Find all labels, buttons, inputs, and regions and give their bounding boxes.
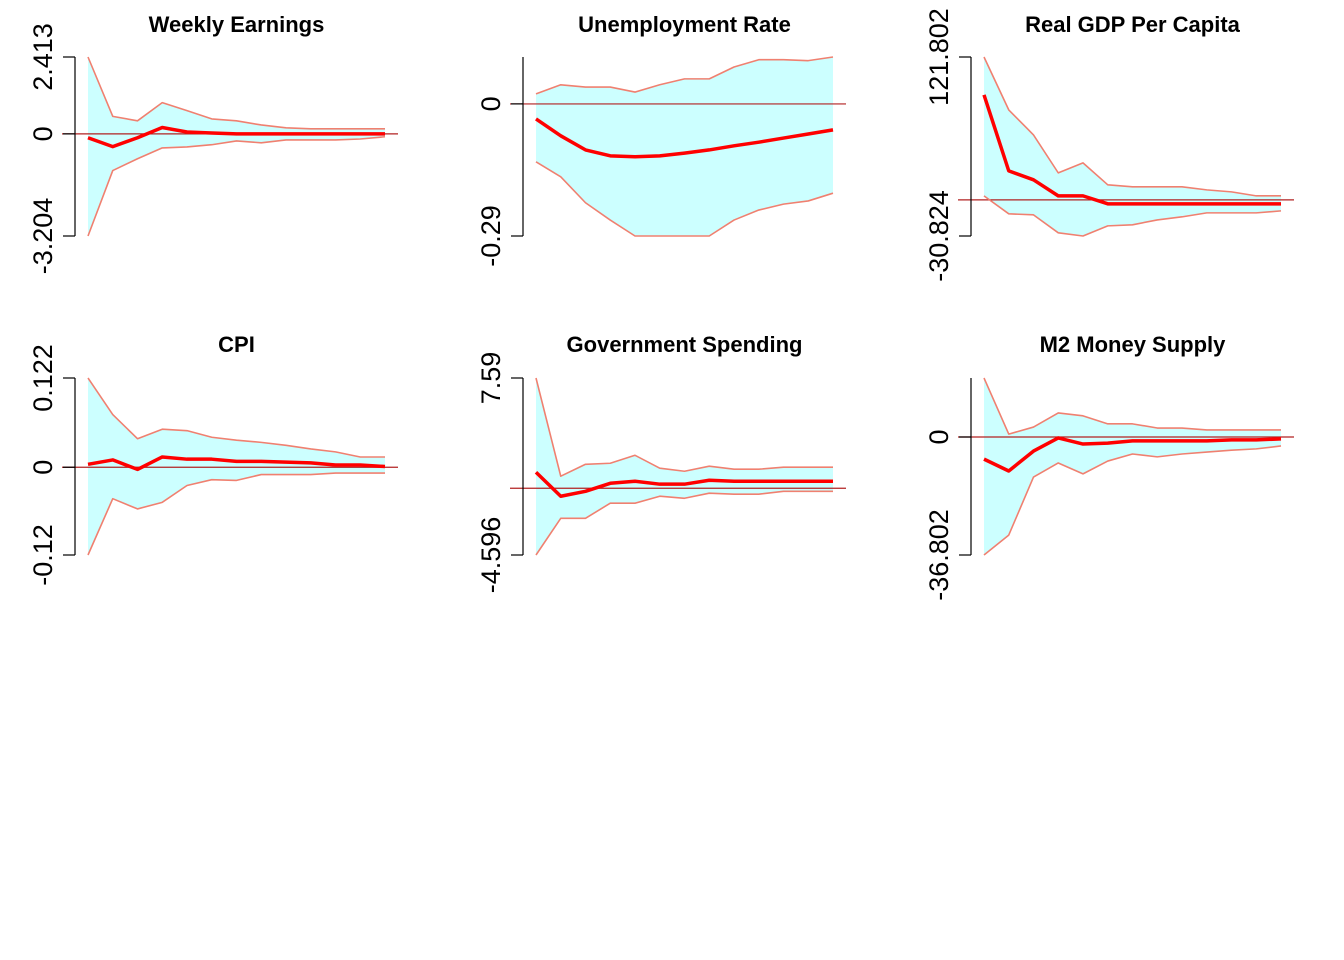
lower-bound	[87, 135, 386, 237]
panel: -36.802 0 M2 Money Supply	[924, 332, 1294, 601]
upper-bound	[535, 56, 834, 95]
upper-bound	[87, 377, 385, 458]
confidence-band	[536, 57, 833, 236]
response-line	[87, 455, 386, 472]
lower-bound	[535, 490, 833, 556]
panel-title: CPI	[218, 332, 255, 357]
panel: -30.824 121.802 Real GDP Per Capita	[924, 8, 1294, 282]
confidence-band	[984, 57, 1281, 236]
lower-bound	[87, 472, 385, 556]
response-line	[982, 94, 1281, 206]
panel: -0.12 0 0.122 CPI	[28, 332, 398, 586]
upper-bound	[983, 377, 1281, 435]
y-tick-label: 0	[28, 126, 58, 141]
y-tick-label: -30.824	[924, 190, 954, 282]
upper-bound	[983, 56, 1281, 197]
panel-title: Government Spending	[567, 332, 803, 357]
confidence-band	[536, 378, 833, 555]
panel: -0.29 0 Unemployment Rate	[476, 12, 846, 267]
confidence-band	[88, 57, 385, 236]
panel-title: Unemployment Rate	[578, 12, 791, 37]
panel-title: M2 Money Supply	[1040, 332, 1227, 357]
y-tick-label: 121.802	[924, 8, 954, 106]
lower-bound	[983, 445, 1282, 556]
y-tick-label: -0.12	[28, 524, 58, 586]
y-tick-label: -0.29	[476, 205, 506, 267]
y-tick-label: 0.122	[28, 344, 58, 412]
lower-bound	[535, 161, 834, 237]
y-tick-label: 7.59	[476, 352, 506, 405]
confidence-band	[984, 378, 1281, 555]
lower-bound	[983, 195, 1282, 237]
y-tick-label: -3.204	[28, 198, 58, 275]
y-tick-label: -4.596	[476, 517, 506, 594]
y-tick-label: 0	[924, 429, 954, 444]
y-tick-label: -36.802	[924, 509, 954, 601]
panel: -4.596 7.59 Government Spending	[476, 332, 846, 593]
upper-bound	[87, 56, 385, 130]
response-line	[535, 117, 834, 159]
y-tick-label: 0	[28, 460, 58, 475]
response-line	[983, 436, 1282, 473]
response-line	[87, 125, 385, 149]
panel-title: Weekly Earnings	[149, 12, 325, 37]
y-tick-label: 2.413	[28, 23, 58, 91]
upper-bound	[535, 377, 833, 477]
response-line	[534, 471, 833, 498]
panel: -3.204 0 2.413 Weekly Earnings	[28, 12, 398, 274]
panel-title: Real GDP Per Capita	[1025, 12, 1241, 37]
confidence-band	[88, 378, 385, 555]
y-tick-label: 0	[476, 96, 506, 111]
